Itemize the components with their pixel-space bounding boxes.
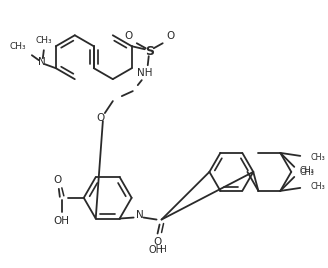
Text: N: N — [38, 57, 46, 67]
Text: OH: OH — [148, 245, 163, 255]
Text: N: N — [136, 210, 143, 219]
Text: O: O — [54, 175, 62, 185]
Text: O: O — [125, 31, 133, 41]
Text: O: O — [97, 113, 105, 123]
Text: CH₃: CH₃ — [9, 42, 26, 51]
Text: H: H — [159, 245, 166, 254]
Text: CH₃: CH₃ — [299, 166, 314, 176]
Text: CH₃: CH₃ — [310, 183, 325, 191]
Text: NH: NH — [137, 68, 153, 78]
Text: O: O — [154, 237, 162, 247]
Text: CH₃: CH₃ — [310, 153, 325, 162]
Text: CH₃: CH₃ — [299, 168, 314, 177]
Text: O: O — [167, 31, 175, 41]
Text: S: S — [145, 45, 154, 58]
Text: CH₃: CH₃ — [35, 36, 52, 45]
Text: OH: OH — [54, 216, 70, 226]
